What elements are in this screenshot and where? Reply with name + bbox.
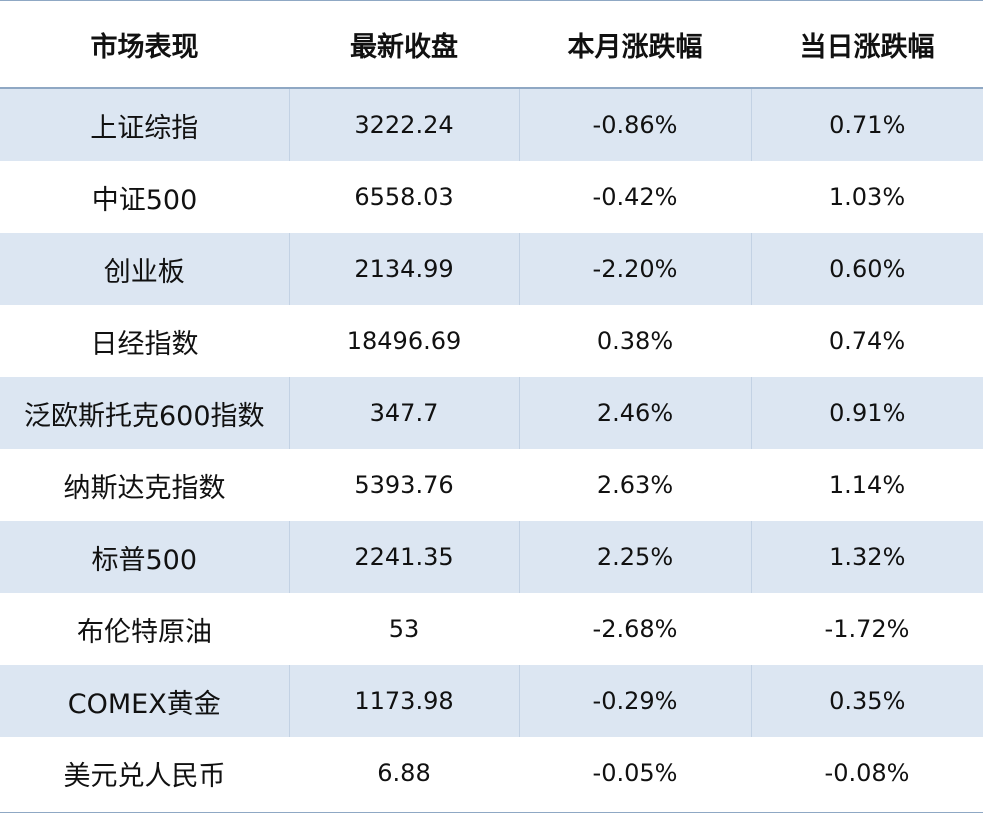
cell-day-change: 0.35%	[750, 665, 983, 737]
cell-day-change: 0.71%	[750, 88, 983, 161]
table-row: 创业板 2134.99 -2.20% 0.60%	[0, 233, 983, 305]
column-header-month-change: 本月涨跌幅	[519, 1, 751, 89]
cell-market-name: COMEX黄金	[0, 665, 289, 737]
cell-market-name: 创业板	[0, 233, 289, 305]
cell-close: 347.7	[288, 377, 519, 449]
table-row: 标普500 2241.35 2.25% 1.32%	[0, 521, 983, 593]
cell-month-change: 2.46%	[518, 377, 751, 449]
cell-month-change: -0.05%	[592, 759, 678, 787]
header-row: 市场表现 最新收盘 本月涨跌幅 当日涨跌幅	[0, 1, 983, 89]
cell-market-name: 中证500	[91, 184, 198, 216]
cell-close: 5393.76	[354, 471, 454, 499]
cell-market-name: 布伦特原油	[77, 616, 212, 648]
cell-close: 6558.03	[354, 183, 454, 211]
cell-month-change: -0.29%	[518, 665, 751, 737]
cell-market-name: 纳斯达克指数	[63, 472, 226, 504]
cell-close: 2241.35	[288, 521, 519, 593]
cell-close: 18496.69	[346, 327, 462, 355]
cell-market-name: 美元兑人民币	[63, 760, 226, 792]
cell-month-change: -0.42%	[592, 183, 678, 211]
cell-close: 2134.99	[288, 233, 519, 305]
table-body: 上证综指 3222.24 -0.86% 0.71% 中证500 6558.03 …	[0, 88, 983, 809]
cell-close: 3222.24	[288, 88, 519, 161]
cell-day-change: -0.08%	[824, 759, 910, 787]
cell-market-name: 上证综指	[0, 88, 289, 161]
cell-market-name: 标普500	[0, 521, 289, 593]
table-row: 中证500 6558.03 -0.42% 1.03%	[0, 161, 983, 233]
cell-market-name: 日经指数	[90, 328, 199, 360]
cell-day-change: 1.14%	[828, 471, 906, 499]
cell-month-change: -2.68%	[592, 615, 678, 643]
cell-day-change: 0.60%	[750, 233, 983, 305]
table-row: 布伦特原油 53 -2.68% -1.72%	[0, 593, 983, 665]
cell-day-change: 0.91%	[750, 377, 983, 449]
table-row: 美元兑人民币 6.88 -0.05% -0.08%	[0, 737, 983, 809]
table-row: 日经指数 18496.69 0.38% 0.74%	[0, 305, 983, 377]
column-header-close: 最新收盘	[289, 1, 519, 89]
cell-market-name: 泛欧斯托克600指数	[0, 377, 289, 449]
cell-month-change: 0.38%	[596, 327, 674, 355]
cell-month-change: -0.86%	[518, 88, 751, 161]
cell-day-change: -1.72%	[824, 615, 910, 643]
column-header-market: 市场表现	[0, 1, 289, 89]
cell-day-change: 0.74%	[828, 327, 906, 355]
column-header-day-change: 当日涨跌幅	[751, 1, 983, 89]
table-row: 上证综指 3222.24 -0.86% 0.71%	[0, 88, 983, 161]
cell-month-change: -2.20%	[518, 233, 751, 305]
cell-day-change: 1.32%	[750, 521, 983, 593]
cell-close: 53	[388, 615, 420, 643]
table-row: 泛欧斯托克600指数 347.7 2.46% 0.91%	[0, 377, 983, 449]
cell-month-change: 2.25%	[518, 521, 751, 593]
table-row: 纳斯达克指数 5393.76 2.63% 1.14%	[0, 449, 983, 521]
cell-month-change: 2.63%	[596, 471, 674, 499]
table-header: 市场表现 最新收盘 本月涨跌幅 当日涨跌幅	[0, 1, 983, 89]
cell-close: 6.88	[377, 759, 431, 787]
cell-day-change: 1.03%	[828, 183, 906, 211]
table-row: COMEX黄金 1173.98 -0.29% 0.35%	[0, 665, 983, 737]
cell-close: 1173.98	[288, 665, 519, 737]
